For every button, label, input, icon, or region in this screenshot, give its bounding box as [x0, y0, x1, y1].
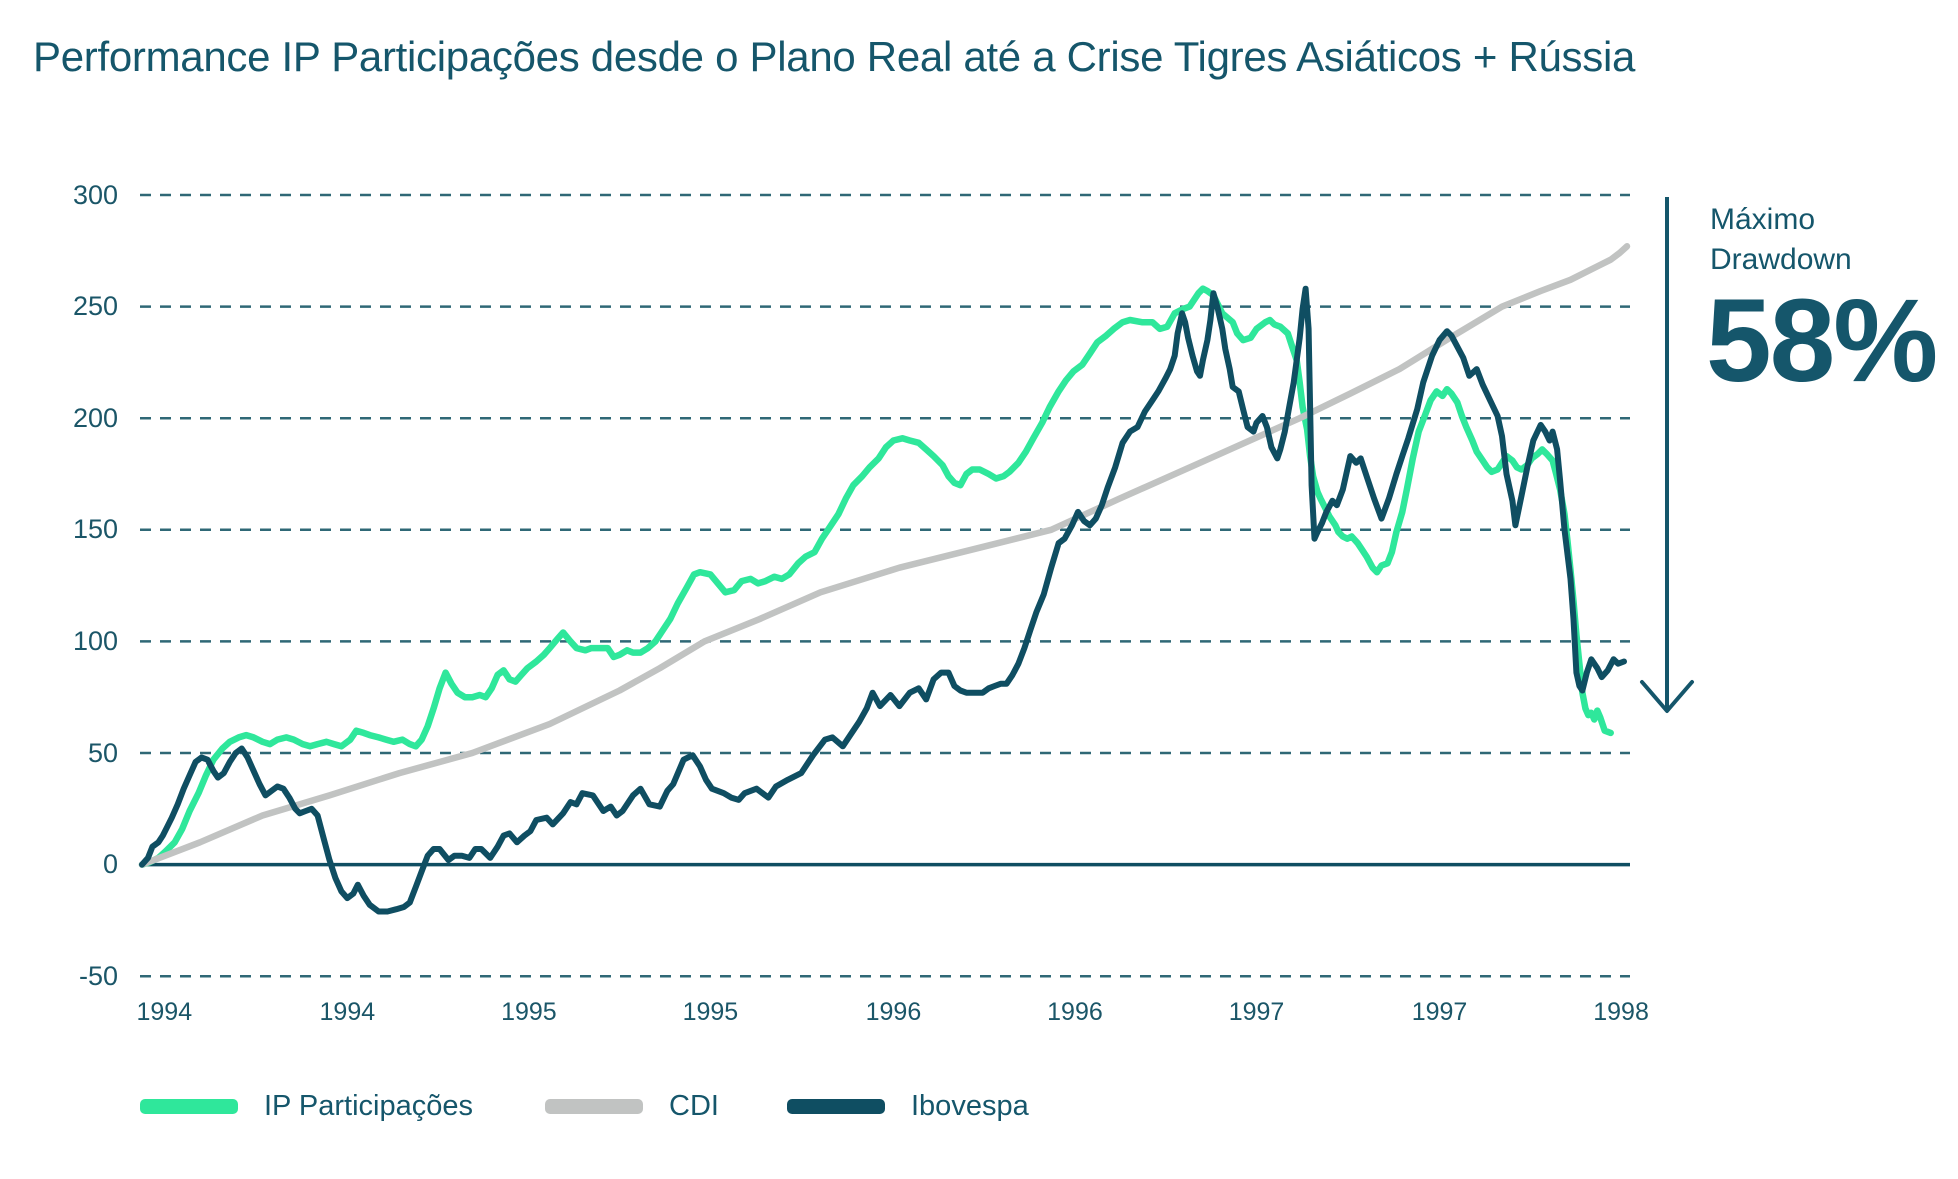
ip-participacoes-swatch — [140, 1098, 238, 1114]
drawdown-label: Máximo Drawdown — [1710, 200, 1852, 280]
x-tick-label-1-1994: 1994 — [319, 998, 376, 1026]
y-tick-label-300: 300 — [72, 179, 118, 210]
cdi-swatch — [545, 1098, 643, 1114]
y-tick-label-250: 250 — [72, 291, 118, 322]
y-tick-label-50: 50 — [87, 737, 118, 768]
legend-item-ip-participacoes: IP Participações — [140, 1088, 473, 1124]
page-title: Performance IP Participações desde o Pla… — [33, 33, 1636, 80]
x-tick-label-2-1995: 1995 — [501, 998, 557, 1026]
y-tick-label-150: 150 — [72, 514, 118, 545]
drawdown-label-line2: Drawdown — [1710, 243, 1852, 276]
series-line-ibovespa — [139, 285, 1627, 915]
x-tick-label-5-1996: 1996 — [1047, 998, 1103, 1026]
drawdown-arrow-head — [1640, 680, 1694, 713]
y-tick-label-0: 0 — [102, 849, 118, 880]
x-tick-label-6-1997: 1997 — [1228, 998, 1285, 1026]
legend-label: Ibovespa — [911, 1089, 1029, 1122]
legend-item-cdi: CDI — [545, 1088, 719, 1124]
x-tick-label-8-1998: 1998 — [1593, 998, 1649, 1026]
series-line-cdi — [138, 243, 1631, 868]
x-tick-label-4-1996: 1996 — [865, 998, 922, 1026]
legend-item-ibovespa: Ibovespa — [787, 1088, 1029, 1124]
y-tick-label-200: 200 — [72, 402, 118, 433]
x-tick-label-0-1994: 1994 — [136, 998, 193, 1026]
legend-label: CDI — [669, 1089, 719, 1122]
x-tick-label-7-1997: 1997 — [1411, 998, 1468, 1026]
legend: IP Participações CDI Ibovespa — [0, 1088, 1300, 1124]
x-tick-label-3-1995: 1995 — [682, 998, 739, 1026]
y-tick-label--50: -50 — [78, 960, 118, 991]
drawdown-value: 58% — [1706, 275, 1938, 407]
drawdown-label-line1: Máximo — [1710, 203, 1816, 236]
legend-label: IP Participações — [264, 1089, 474, 1122]
ibovespa-swatch — [787, 1098, 885, 1114]
series-line-ip-participa-es — [138, 285, 1614, 868]
y-tick-label-100: 100 — [72, 625, 118, 656]
